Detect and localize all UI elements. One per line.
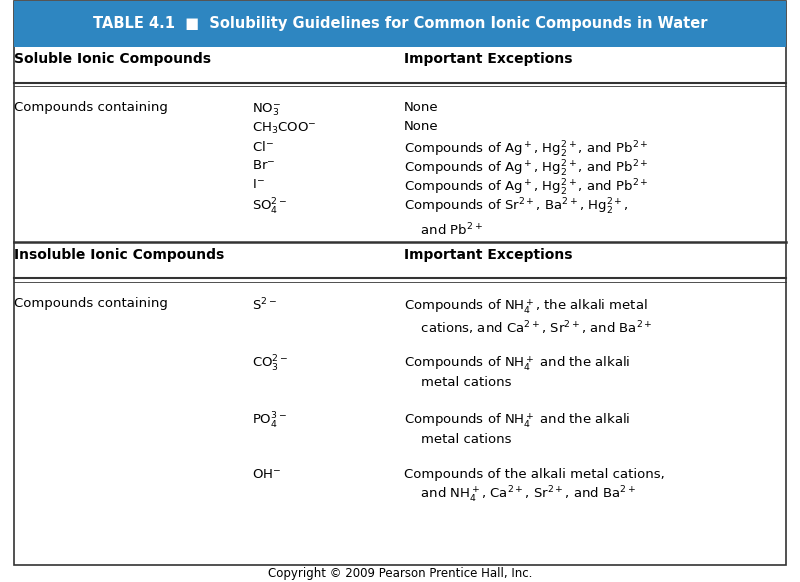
Text: SO$_4^{2-}$: SO$_4^{2-}$ (252, 197, 287, 218)
Text: Compounds containing: Compounds containing (14, 101, 168, 114)
Text: Br$^{-}$: Br$^{-}$ (252, 159, 275, 172)
Text: Compounds of Ag$^+$, Hg$_2^{2+}$, and Pb$^{2+}$: Compounds of Ag$^+$, Hg$_2^{2+}$, and Pb… (404, 178, 649, 198)
Text: Compounds of Ag$^+$, Hg$_2^{2+}$, and Pb$^{2+}$: Compounds of Ag$^+$, Hg$_2^{2+}$, and Pb… (404, 159, 649, 179)
Text: None: None (404, 101, 438, 114)
Text: TABLE 4.1  ■  Solubility Guidelines for Common Ionic Compounds in Water: TABLE 4.1 ■ Solubility Guidelines for Co… (93, 16, 707, 31)
Text: S$^{2-}$: S$^{2-}$ (252, 297, 277, 314)
Text: Cl$^{-}$: Cl$^{-}$ (252, 140, 274, 154)
Bar (14, 1, 786, 47)
Text: Important Exceptions: Important Exceptions (404, 52, 573, 66)
Text: Compounds of NH$_4^+$, the alkali metal
    cations, and Ca$^{2+}$, Sr$^{2+}$, a: Compounds of NH$_4^+$, the alkali metal … (404, 297, 653, 338)
Text: Compounds of NH$_4^+$ and the alkali
    metal cations: Compounds of NH$_4^+$ and the alkali met… (404, 354, 630, 389)
Text: Compounds of Sr$^{2+}$, Ba$^{2+}$, Hg$_2^{2+}$,
    and Pb$^{2+}$: Compounds of Sr$^{2+}$, Ba$^{2+}$, Hg$_2… (404, 197, 629, 238)
Text: PO$_4^{3-}$: PO$_4^{3-}$ (252, 411, 287, 431)
Text: Copyright © 2009 Pearson Prentice Hall, Inc.: Copyright © 2009 Pearson Prentice Hall, … (268, 567, 532, 580)
Text: NO$_3^{-}$: NO$_3^{-}$ (252, 101, 282, 118)
Text: Important Exceptions: Important Exceptions (404, 248, 573, 262)
Text: CH$_3$COO$^{-}$: CH$_3$COO$^{-}$ (252, 120, 317, 136)
Text: I$^{-}$: I$^{-}$ (252, 178, 265, 191)
Text: Compounds of the alkali metal cations,
    and NH$_4^+$, Ca$^{2+}$, Sr$^{2+}$, a: Compounds of the alkali metal cations, a… (404, 468, 665, 505)
Text: Compounds containing: Compounds containing (14, 297, 168, 310)
Text: Compounds of Ag$^+$, Hg$_2^{2+}$, and Pb$^{2+}$: Compounds of Ag$^+$, Hg$_2^{2+}$, and Pb… (404, 140, 649, 160)
Text: OH$^{-}$: OH$^{-}$ (252, 468, 282, 481)
Text: Soluble Ionic Compounds: Soluble Ionic Compounds (14, 52, 211, 66)
Text: CO$_3^{2-}$: CO$_3^{2-}$ (252, 354, 288, 374)
Text: None: None (404, 120, 438, 133)
Text: Compounds of NH$_4^+$ and the alkali
    metal cations: Compounds of NH$_4^+$ and the alkali met… (404, 411, 630, 446)
Text: Insoluble Ionic Compounds: Insoluble Ionic Compounds (14, 248, 225, 262)
